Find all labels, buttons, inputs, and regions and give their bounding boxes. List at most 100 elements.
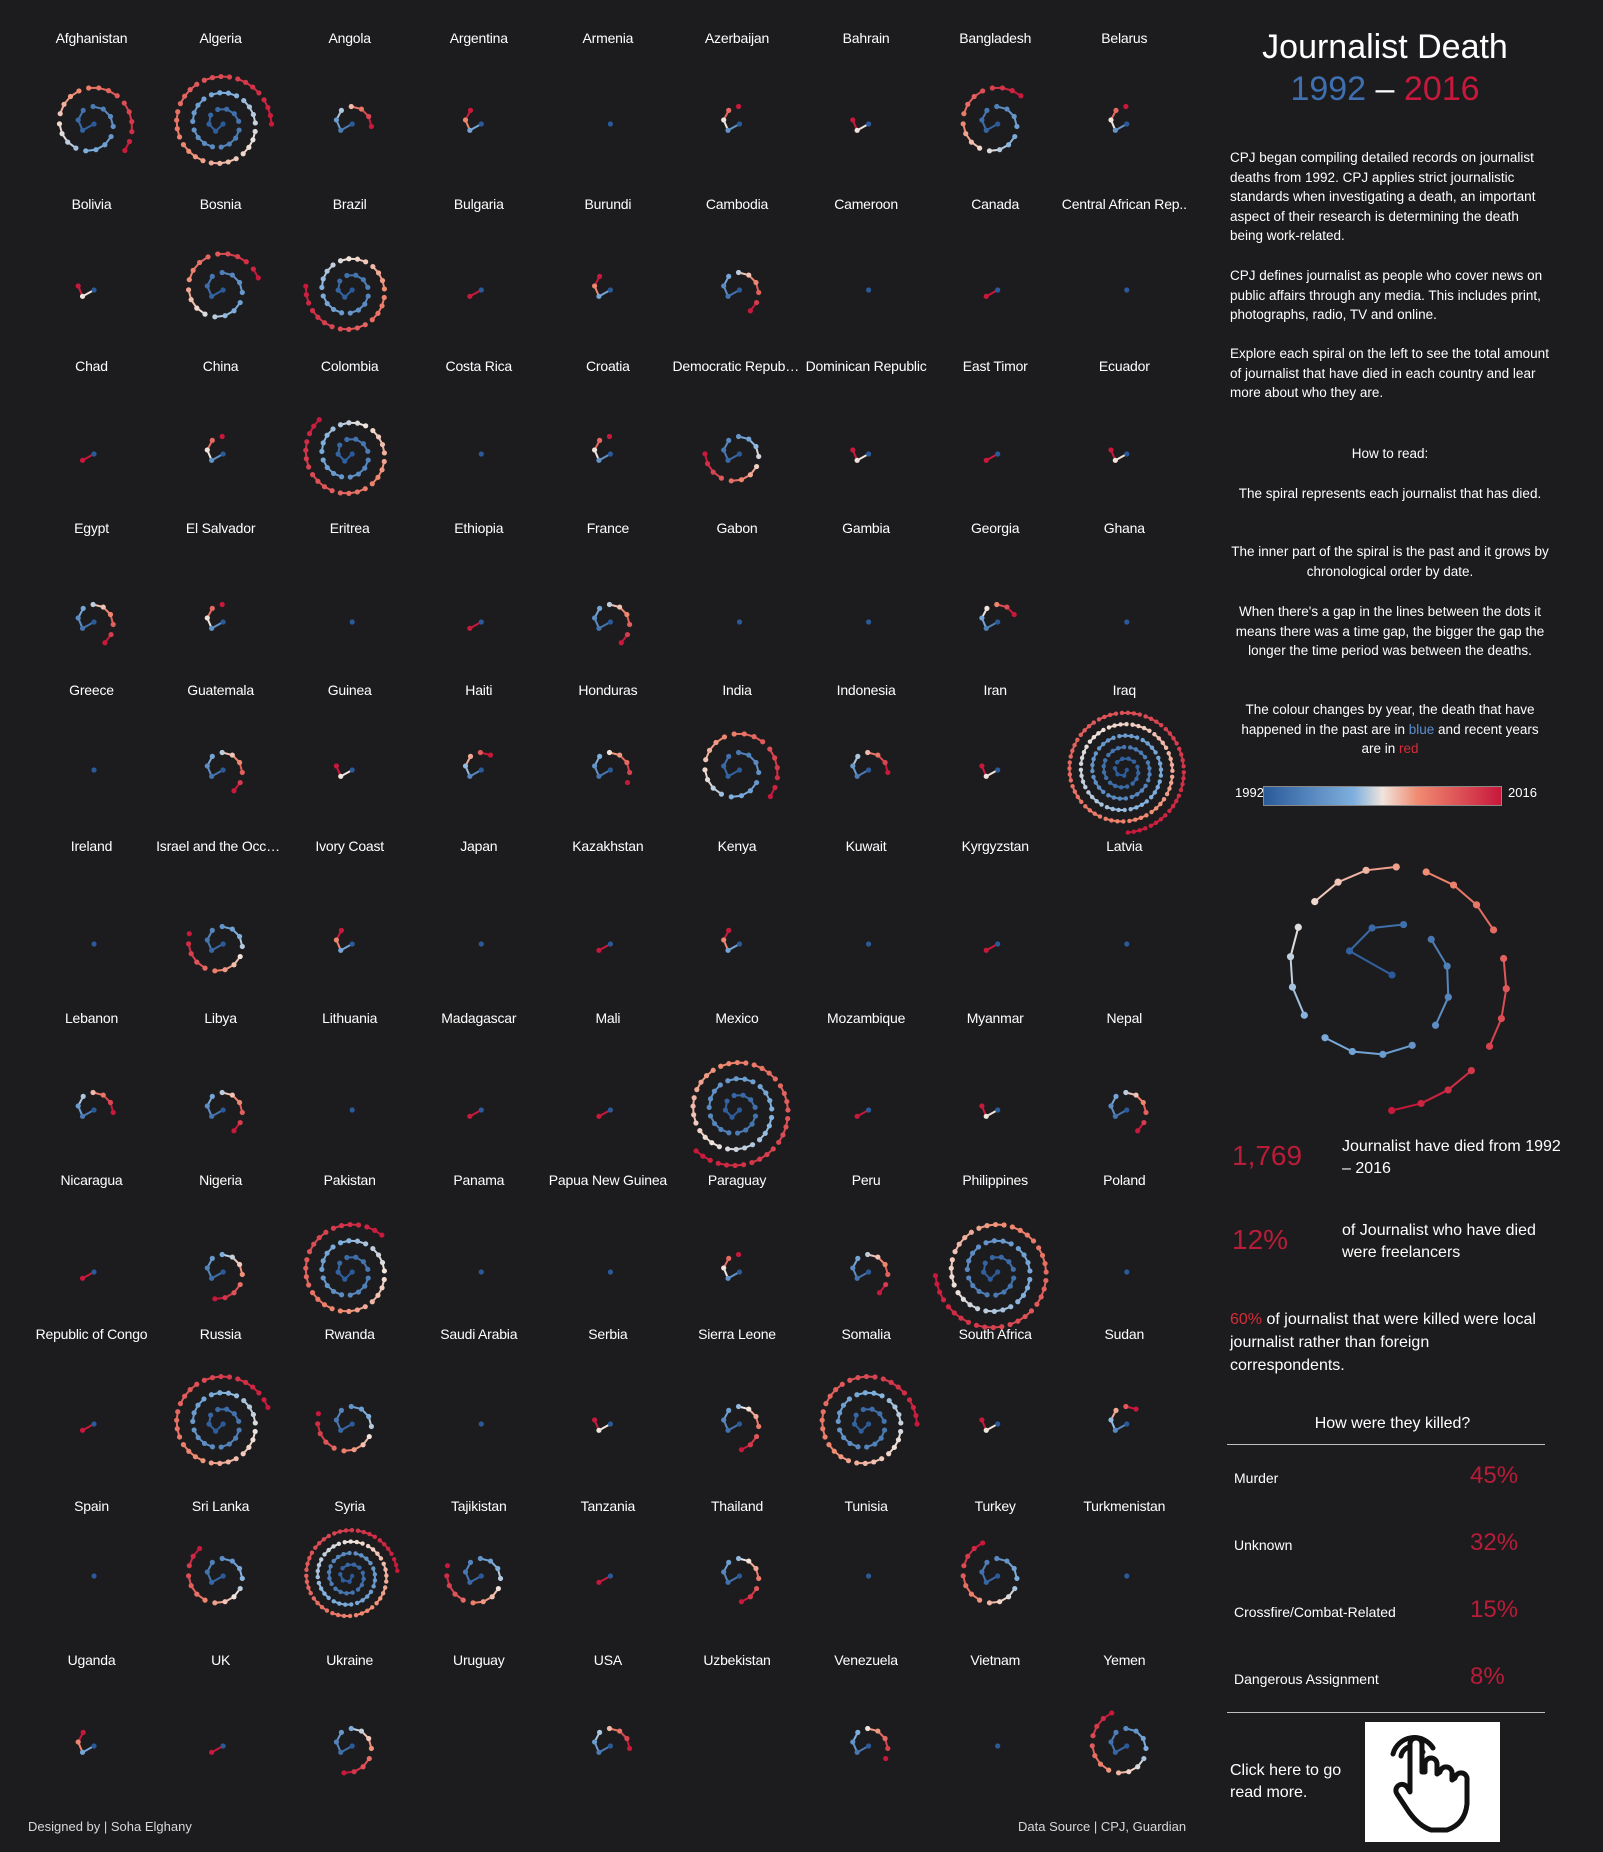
country-label-cameroon[interactable]: Cameroon xyxy=(834,196,898,212)
country-label-yemen[interactable]: Yemen xyxy=(1103,1652,1146,1668)
country-label-iraq[interactable]: Iraq xyxy=(1112,682,1137,698)
country-label-tajikistan[interactable]: Tajikistan xyxy=(451,1498,507,1514)
country-label-kenya[interactable]: Kenya xyxy=(717,838,757,854)
country-label-ecuador[interactable]: Ecuador xyxy=(1098,358,1150,374)
country-label-argentina[interactable]: Argentina xyxy=(449,30,508,46)
country-label-cambodia[interactable]: Cambodia xyxy=(705,196,769,212)
country-label-guinea[interactable]: Guinea xyxy=(327,682,372,698)
country-label-france[interactable]: France xyxy=(586,520,630,536)
country-label-uruguay[interactable]: Uruguay xyxy=(453,1652,505,1668)
country-label-uganda[interactable]: Uganda xyxy=(67,1652,116,1668)
country-label-israel-and-the-occupi[interactable]: Israel and the Occupi.. xyxy=(156,838,286,854)
country-label-bolivia[interactable]: Bolivia xyxy=(71,196,112,212)
country-label-republic-of-congo[interactable]: Republic of Congo xyxy=(35,1326,148,1342)
country-label-armenia[interactable]: Armenia xyxy=(582,30,634,46)
country-label-nepal[interactable]: Nepal xyxy=(1106,1010,1143,1026)
country-label-papua-new-guinea[interactable]: Papua New Guinea xyxy=(548,1172,667,1188)
country-label-thailand[interactable]: Thailand xyxy=(710,1498,764,1514)
country-label-myanmar[interactable]: Myanmar xyxy=(966,1010,1024,1026)
country-label-turkey[interactable]: Turkey xyxy=(974,1498,1016,1514)
country-label-uzbekistan[interactable]: Uzbekistan xyxy=(703,1652,771,1668)
country-label-turkmenistan[interactable]: Turkmenistan xyxy=(1083,1498,1166,1514)
country-label-serbia[interactable]: Serbia xyxy=(588,1326,628,1342)
country-label-gabon[interactable]: Gabon xyxy=(716,520,758,536)
country-label-bangladesh[interactable]: Bangladesh xyxy=(959,30,1032,46)
country-label-bosnia[interactable]: Bosnia xyxy=(199,196,242,212)
country-label-bulgaria[interactable]: Bulgaria xyxy=(453,196,504,212)
country-label-peru[interactable]: Peru xyxy=(851,1172,881,1188)
country-label-madagascar[interactable]: Madagascar xyxy=(441,1010,517,1026)
country-label-paraguay[interactable]: Paraguay xyxy=(707,1172,767,1188)
country-label-chad[interactable]: Chad xyxy=(75,358,108,374)
country-label-venezuela[interactable]: Venezuela xyxy=(834,1652,898,1668)
country-label-iran[interactable]: Iran xyxy=(983,682,1008,698)
country-label-south-africa[interactable]: South Africa xyxy=(958,1326,1032,1342)
country-label-kyrgyzstan[interactable]: Kyrgyzstan xyxy=(961,838,1029,854)
country-label-libya[interactable]: Libya xyxy=(204,1010,237,1026)
country-label-ethiopia[interactable]: Ethiopia xyxy=(454,520,504,536)
country-label-pakistan[interactable]: Pakistan xyxy=(323,1172,376,1188)
country-label-vietnam[interactable]: Vietnam xyxy=(970,1652,1021,1668)
country-label-spain[interactable]: Spain xyxy=(74,1498,109,1514)
country-label-ivory-coast[interactable]: Ivory Coast xyxy=(315,838,384,854)
country-label-japan[interactable]: Japan xyxy=(460,838,498,854)
country-label-panama[interactable]: Panama xyxy=(453,1172,505,1188)
country-label-sri-lanka[interactable]: Sri Lanka xyxy=(191,1498,250,1514)
country-label-usa[interactable]: USA xyxy=(593,1652,622,1668)
country-label-rwanda[interactable]: Rwanda xyxy=(324,1326,375,1342)
country-label-mexico[interactable]: Mexico xyxy=(715,1010,759,1026)
country-label-lebanon[interactable]: Lebanon xyxy=(64,1010,119,1026)
country-label-angola[interactable]: Angola xyxy=(328,30,371,46)
country-label-mali[interactable]: Mali xyxy=(595,1010,621,1026)
country-label-philippines[interactable]: Philippines xyxy=(962,1172,1028,1188)
country-label-sierra-leone[interactable]: Sierra Leone xyxy=(698,1326,776,1342)
read-more-text[interactable]: Click here to go read more. xyxy=(1230,1762,1342,1801)
country-label-bahrain[interactable]: Bahrain xyxy=(842,30,890,46)
country-label-azerbaijan[interactable]: Azerbaijan xyxy=(704,30,770,46)
country-label-honduras[interactable]: Honduras xyxy=(578,682,638,698)
country-label-eritrea[interactable]: Eritrea xyxy=(329,520,370,536)
country-label-haiti[interactable]: Haiti xyxy=(465,682,493,698)
country-label-greece[interactable]: Greece xyxy=(69,682,114,698)
country-label-guatemala[interactable]: Guatemala xyxy=(187,682,254,698)
country-label-egypt[interactable]: Egypt xyxy=(74,520,109,536)
country-label-brazil[interactable]: Brazil xyxy=(332,196,367,212)
country-label-central-african-rep[interactable]: Central African Rep.. xyxy=(1061,196,1187,212)
country-label-east-timor[interactable]: East Timor xyxy=(962,358,1028,374)
country-label-lithuania[interactable]: Lithuania xyxy=(322,1010,378,1026)
country-label-algeria[interactable]: Algeria xyxy=(199,30,242,46)
country-label-gambia[interactable]: Gambia xyxy=(842,520,890,536)
country-label-burundi[interactable]: Burundi xyxy=(584,196,632,212)
country-label-latvia[interactable]: Latvia xyxy=(1106,838,1143,854)
country-label-dominican-republic[interactable]: Dominican Republic xyxy=(805,358,927,374)
country-label-china[interactable]: China xyxy=(202,358,239,374)
country-label-georgia[interactable]: Georgia xyxy=(970,520,1020,536)
country-label-democratic-republic[interactable]: Democratic Republic.. xyxy=(672,358,802,374)
country-label-el-salvador[interactable]: El Salvador xyxy=(185,520,256,536)
country-label-ireland[interactable]: Ireland xyxy=(70,838,113,854)
country-label-nigeria[interactable]: Nigeria xyxy=(199,1172,243,1188)
country-label-belarus[interactable]: Belarus xyxy=(1101,30,1148,46)
country-label-tunisia[interactable]: Tunisia xyxy=(844,1498,888,1514)
country-label-russia[interactable]: Russia xyxy=(199,1326,242,1342)
country-label-mozambique[interactable]: Mozambique xyxy=(827,1010,906,1026)
country-label-saudi-arabia[interactable]: Saudi Arabia xyxy=(440,1326,518,1342)
country-label-ukraine[interactable]: Ukraine xyxy=(326,1652,374,1668)
read-more-button[interactable] xyxy=(1365,1722,1500,1842)
country-label-tanzania[interactable]: Tanzania xyxy=(580,1498,636,1514)
country-label-syria[interactable]: Syria xyxy=(334,1498,366,1514)
country-label-kuwait[interactable]: Kuwait xyxy=(845,838,887,854)
country-label-sudan[interactable]: Sudan xyxy=(1104,1326,1145,1342)
country-label-canada[interactable]: Canada xyxy=(971,196,1020,212)
country-label-costa-rica[interactable]: Costa Rica xyxy=(445,358,513,374)
country-label-somalia[interactable]: Somalia xyxy=(841,1326,891,1342)
country-label-india[interactable]: India xyxy=(722,682,752,698)
country-label-uk[interactable]: UK xyxy=(211,1652,231,1668)
country-label-colombia[interactable]: Colombia xyxy=(320,358,379,374)
country-label-ghana[interactable]: Ghana xyxy=(1103,520,1145,536)
country-label-afghanistan[interactable]: Afghanistan xyxy=(55,30,128,46)
country-label-nicaragua[interactable]: Nicaragua xyxy=(60,1172,123,1188)
country-label-kazakhstan[interactable]: Kazakhstan xyxy=(572,838,644,854)
country-label-croatia[interactable]: Croatia xyxy=(586,358,630,374)
country-label-poland[interactable]: Poland xyxy=(1103,1172,1146,1188)
